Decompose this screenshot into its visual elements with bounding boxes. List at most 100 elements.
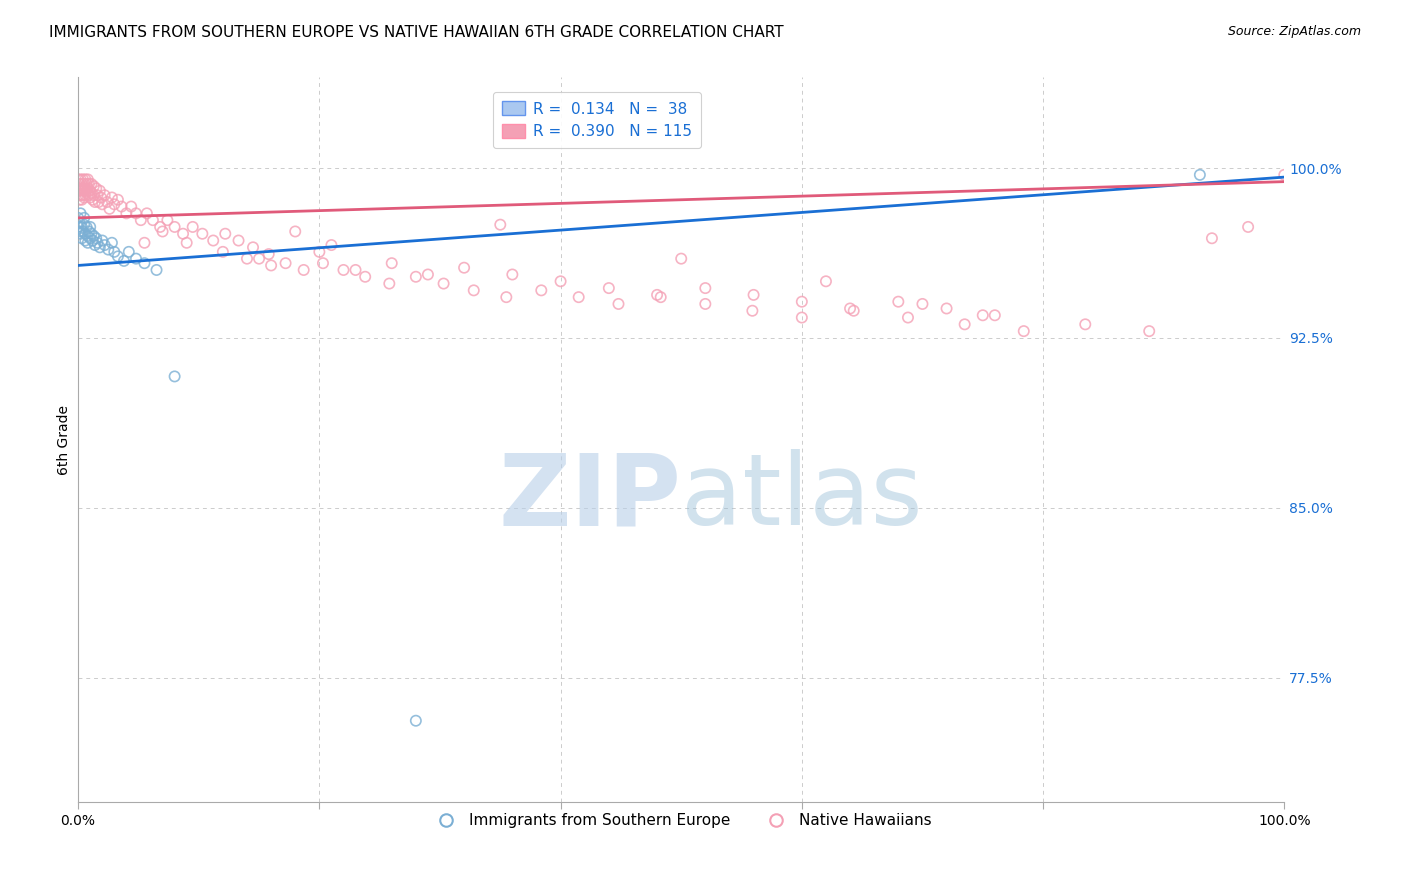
Point	[76, 235, 98, 250]
Point	[70, 219, 93, 234]
Point	[76, 177, 98, 191]
Point	[82, 193, 104, 207]
Point	[152, 224, 174, 238]
Point	[89, 240, 111, 254]
Text: IMMIGRANTS FROM SOUTHERN EUROPE VS NATIVE HAWAIIAN 6TH GRADE CORRELATION CHART: IMMIGRANTS FROM SOUTHERN EUROPE VS NATIV…	[49, 25, 783, 40]
Point	[75, 181, 97, 195]
Point	[98, 202, 121, 216]
Point	[83, 229, 105, 244]
Point	[84, 194, 107, 209]
Point	[332, 263, 354, 277]
Point	[257, 247, 280, 261]
Point	[125, 252, 148, 266]
Point	[82, 234, 104, 248]
Point	[142, 213, 165, 227]
Point	[149, 219, 172, 234]
Point	[73, 177, 96, 191]
Point	[73, 190, 96, 204]
Point	[84, 231, 107, 245]
Point	[97, 243, 120, 257]
Point	[416, 268, 439, 282]
Point	[75, 234, 97, 248]
Point	[145, 263, 167, 277]
Point	[839, 301, 862, 316]
Point	[695, 281, 717, 295]
Point	[405, 269, 427, 284]
Point	[214, 227, 236, 241]
Point	[1074, 318, 1097, 332]
Point	[135, 206, 157, 220]
Point	[67, 215, 90, 229]
Point	[212, 244, 235, 259]
Point	[84, 238, 107, 252]
Point	[67, 224, 90, 238]
Point	[77, 224, 100, 238]
Point	[118, 244, 141, 259]
Point	[91, 234, 114, 248]
Point	[742, 288, 765, 302]
Point	[790, 310, 813, 325]
Point	[260, 259, 283, 273]
Point	[112, 254, 135, 268]
Point	[69, 172, 91, 186]
Point	[897, 310, 920, 325]
Point	[242, 240, 264, 254]
Point	[80, 177, 103, 191]
Legend: Immigrants from Southern Europe, Native Hawaiians: Immigrants from Southern Europe, Native …	[425, 807, 938, 835]
Point	[312, 256, 335, 270]
Point	[76, 184, 98, 198]
Point	[67, 172, 90, 186]
Point	[134, 235, 156, 250]
Point	[550, 274, 572, 288]
Point	[83, 179, 105, 194]
Point	[274, 256, 297, 270]
Point	[67, 211, 90, 225]
Point	[73, 218, 96, 232]
Point	[76, 229, 98, 244]
Point	[72, 172, 94, 186]
Point	[134, 256, 156, 270]
Point	[489, 218, 512, 232]
Point	[89, 184, 111, 198]
Point	[344, 263, 367, 277]
Text: atlas: atlas	[682, 450, 922, 546]
Point	[83, 188, 105, 202]
Point	[67, 184, 90, 198]
Point	[69, 188, 91, 202]
Point	[129, 213, 152, 227]
Point	[75, 227, 97, 241]
Point	[76, 219, 98, 234]
Point	[90, 190, 112, 204]
Point	[984, 308, 1007, 322]
Point	[86, 188, 108, 202]
Point	[236, 252, 259, 266]
Point	[814, 274, 837, 288]
Point	[598, 281, 620, 295]
Point	[953, 318, 976, 332]
Point	[103, 197, 125, 211]
Point	[247, 252, 270, 266]
Point	[354, 269, 377, 284]
Point	[156, 213, 179, 227]
Point	[1137, 324, 1160, 338]
Point	[433, 277, 456, 291]
Point	[67, 181, 90, 195]
Point	[93, 188, 115, 202]
Point	[495, 290, 517, 304]
Point	[405, 714, 427, 728]
Point	[1201, 231, 1223, 245]
Point	[284, 224, 307, 238]
Point	[73, 211, 96, 225]
Point	[103, 244, 125, 259]
Point	[72, 181, 94, 195]
Point	[101, 235, 124, 250]
Point	[110, 200, 132, 214]
Point	[79, 184, 101, 198]
Point	[67, 219, 90, 234]
Point	[76, 181, 98, 195]
Point	[86, 235, 108, 250]
Point	[76, 172, 98, 186]
Point	[67, 188, 90, 202]
Point	[70, 184, 93, 198]
Point	[70, 177, 93, 191]
